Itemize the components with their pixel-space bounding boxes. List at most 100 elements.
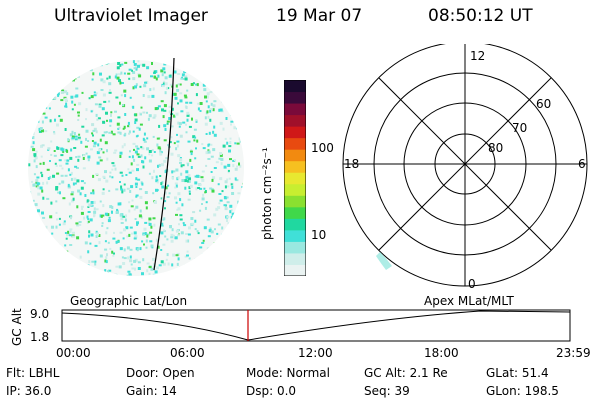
emission-pixel bbox=[228, 250, 232, 253]
emission-pixel bbox=[128, 201, 131, 204]
colorbar-swatch bbox=[284, 80, 306, 93]
emission-pixel bbox=[205, 100, 208, 103]
emission-pixel bbox=[143, 84, 147, 88]
emission-pixel bbox=[223, 204, 227, 207]
emission-pixel bbox=[181, 274, 185, 276]
emission-pixel bbox=[44, 62, 48, 66]
emission-pixel bbox=[220, 252, 223, 255]
emission-pixel bbox=[155, 175, 158, 179]
emission-pixel bbox=[84, 241, 88, 245]
emission-pixel bbox=[74, 135, 78, 138]
emission-pixel bbox=[185, 60, 188, 63]
emission-pixel bbox=[81, 207, 83, 210]
emission-pixel bbox=[45, 81, 48, 84]
emission-pixel bbox=[135, 194, 139, 197]
emission-pixel bbox=[241, 108, 244, 111]
emission-pixel bbox=[142, 63, 146, 67]
emission-pixel bbox=[36, 69, 39, 73]
emission-pixel bbox=[106, 77, 109, 80]
emission-pixel bbox=[35, 83, 39, 86]
emission-pixel bbox=[116, 122, 120, 126]
emission-pixel bbox=[197, 102, 200, 105]
colorbar-swatch bbox=[284, 137, 306, 150]
emission-pixel bbox=[66, 250, 69, 254]
emission-pixel bbox=[189, 184, 193, 188]
emission-pixel bbox=[73, 177, 77, 181]
emission-pixel bbox=[229, 259, 233, 263]
emission-pixel bbox=[101, 222, 104, 225]
emission-pixel bbox=[192, 135, 196, 139]
emission-pixel bbox=[225, 81, 228, 84]
emission-pixel bbox=[199, 183, 202, 186]
emission-pixel bbox=[163, 109, 167, 112]
emission-pixel bbox=[146, 111, 148, 114]
emission-pixel bbox=[76, 205, 79, 209]
emission-pixel bbox=[86, 266, 90, 270]
emission-pixel bbox=[231, 249, 235, 253]
emission-pixel bbox=[162, 262, 166, 266]
polar-plot: 12 18 6 0 60 70 80 bbox=[342, 44, 588, 291]
emission-pixel bbox=[64, 90, 68, 94]
emission-pixel bbox=[184, 264, 188, 268]
emission-pixel bbox=[137, 60, 140, 63]
time-tick-2359: 23:59 bbox=[556, 346, 591, 360]
emission-pixel bbox=[122, 104, 125, 107]
emission-pixel bbox=[136, 134, 139, 137]
emission-pixel bbox=[240, 80, 244, 82]
emission-pixel bbox=[198, 183, 202, 186]
emission-pixel bbox=[160, 231, 164, 235]
emission-pixel bbox=[35, 165, 38, 169]
emission-pixel bbox=[112, 237, 116, 240]
emission-pixel bbox=[28, 258, 31, 261]
emission-pixel bbox=[98, 234, 101, 237]
emission-pixel bbox=[45, 102, 48, 106]
emission-pixel bbox=[159, 152, 163, 156]
emission-pixel bbox=[55, 211, 58, 214]
emission-pixel bbox=[50, 248, 53, 251]
emission-pixel bbox=[206, 218, 210, 221]
emission-pixel bbox=[225, 241, 229, 244]
emission-pixel bbox=[230, 271, 234, 274]
emission-pixel bbox=[221, 190, 224, 193]
emission-pixel bbox=[113, 231, 115, 234]
emission-pixel bbox=[85, 129, 89, 133]
emission-pixel bbox=[204, 191, 207, 194]
emission-pixel bbox=[151, 154, 154, 157]
emission-pixel bbox=[34, 91, 37, 94]
emission-pixel bbox=[36, 104, 39, 107]
emission-pixel bbox=[234, 225, 238, 229]
emission-pixel bbox=[130, 185, 134, 189]
emission-pixel bbox=[224, 185, 227, 189]
emission-pixel bbox=[163, 217, 166, 221]
emission-pixel bbox=[202, 66, 205, 70]
emission-pixel bbox=[153, 201, 157, 204]
emission-pixel bbox=[133, 67, 137, 70]
emission-pixel bbox=[46, 98, 50, 101]
emission-pixel bbox=[196, 83, 199, 87]
emission-pixel bbox=[73, 77, 77, 80]
emission-pixel bbox=[38, 112, 41, 115]
emission-pixel bbox=[106, 227, 109, 230]
emission-pixel bbox=[97, 178, 101, 182]
emission-pixel bbox=[93, 94, 97, 97]
emission-pixel bbox=[236, 233, 240, 237]
emission-pixel bbox=[106, 119, 108, 122]
emission-pixel bbox=[115, 265, 119, 268]
emission-pixel bbox=[89, 203, 93, 206]
emission-pixel bbox=[33, 110, 37, 114]
emission-pixel bbox=[229, 137, 232, 140]
emission-pixel bbox=[53, 96, 57, 100]
emission-pixel bbox=[124, 113, 127, 116]
emission-pixel bbox=[59, 118, 63, 122]
emission-pixel bbox=[205, 133, 208, 135]
emission-pixel bbox=[229, 204, 233, 208]
emission-pixel bbox=[182, 222, 185, 225]
emission-pixel bbox=[38, 103, 41, 106]
emission-pixel bbox=[172, 253, 176, 257]
emission-pixel bbox=[38, 267, 41, 270]
emission-pixel bbox=[196, 174, 199, 178]
emission-pixel bbox=[160, 260, 164, 264]
emission-pixel bbox=[55, 78, 59, 82]
emission-pixel bbox=[139, 63, 143, 66]
emission-pixel bbox=[226, 141, 229, 145]
